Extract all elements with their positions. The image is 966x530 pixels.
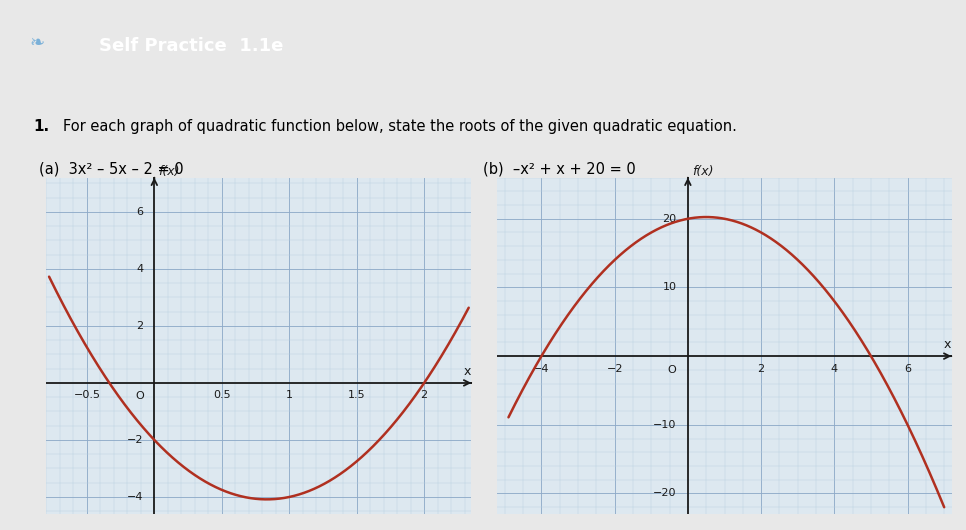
Text: −10: −10 <box>653 420 676 430</box>
Text: (a)  3x² – 5x – 2 = 0: (a) 3x² – 5x – 2 = 0 <box>39 162 184 176</box>
Text: 0.5: 0.5 <box>213 390 231 400</box>
Text: f(x): f(x) <box>693 164 714 178</box>
Text: −2: −2 <box>607 364 623 374</box>
Text: Self Practice  1.1e: Self Practice 1.1e <box>99 38 283 55</box>
Text: −2: −2 <box>128 435 144 445</box>
Text: O: O <box>135 391 144 401</box>
Text: O: O <box>668 365 676 375</box>
Text: −20: −20 <box>653 489 676 499</box>
Text: 4: 4 <box>136 264 144 274</box>
Text: x: x <box>944 338 952 351</box>
Text: 2: 2 <box>136 321 144 331</box>
Text: 4: 4 <box>831 364 838 374</box>
Text: −4: −4 <box>128 492 144 502</box>
Text: 1.: 1. <box>34 119 50 134</box>
Text: 6: 6 <box>904 364 911 374</box>
Text: 1: 1 <box>286 390 293 400</box>
Text: 6: 6 <box>136 207 144 217</box>
Text: (b)  –x² + x + 20 = 0: (b) –x² + x + 20 = 0 <box>483 162 636 176</box>
Text: For each graph of quadratic function below, state the roots of the given quadrat: For each graph of quadratic function bel… <box>63 119 737 134</box>
Text: −0.5: −0.5 <box>73 390 100 400</box>
Text: 20: 20 <box>663 214 676 224</box>
Text: 1.5: 1.5 <box>348 390 365 400</box>
Text: 2: 2 <box>420 390 428 400</box>
Text: 2: 2 <box>757 364 765 374</box>
Text: ❧: ❧ <box>29 34 44 52</box>
Text: x: x <box>464 365 471 378</box>
Text: 10: 10 <box>663 282 676 293</box>
Text: f(x): f(x) <box>158 164 180 178</box>
Text: −4: −4 <box>533 364 550 374</box>
